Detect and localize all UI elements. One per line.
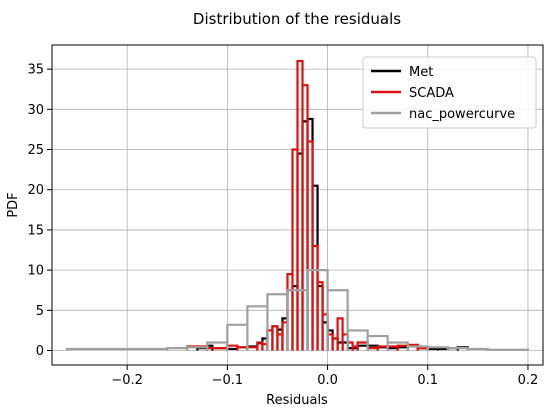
histogram-series <box>65 59 530 351</box>
legend-label: SCADA <box>409 86 454 101</box>
histogram-step-outline <box>65 269 530 351</box>
y-tick-label: 5 <box>36 304 44 319</box>
legend-label: Met <box>409 65 433 80</box>
histogram-step-outline <box>186 59 429 351</box>
x-tick-label: 0.0 <box>317 373 338 388</box>
y-tick-label: 20 <box>27 183 44 198</box>
y-tick-label: 10 <box>27 264 44 279</box>
y-axis-ticks: 0 5 10 15 20 25 30 35 <box>27 63 52 359</box>
x-axis-ticks: −0.2 −0.1 0.0 0.1 0.2 <box>111 365 538 388</box>
plot-frame <box>51 44 544 366</box>
y-tick-label: 0 <box>36 344 44 359</box>
x-tick-label: 0.2 <box>518 373 539 388</box>
histogram-step-outline <box>196 117 469 351</box>
x-tick-label: −0.2 <box>111 373 143 388</box>
y-axis-label: PDF <box>6 192 21 217</box>
x-tick-label: −0.1 <box>212 373 244 388</box>
y-tick-label: 35 <box>27 63 44 78</box>
y-tick-label: 30 <box>27 103 44 118</box>
x-tick-label: 0.1 <box>417 373 438 388</box>
series-scada <box>186 59 429 351</box>
y-tick-label: 15 <box>27 223 44 238</box>
y-tick-label: 25 <box>27 143 44 158</box>
legend-label: nac_powercurve <box>409 107 515 122</box>
series-met <box>196 117 469 351</box>
chart-title: Distribution of the residuals <box>193 10 401 28</box>
legend-box <box>362 56 537 129</box>
series-nac-powercurve <box>65 269 530 351</box>
x-axis-label: Residuals <box>266 393 328 408</box>
legend: Met SCADA nac_powercurve <box>362 56 537 129</box>
